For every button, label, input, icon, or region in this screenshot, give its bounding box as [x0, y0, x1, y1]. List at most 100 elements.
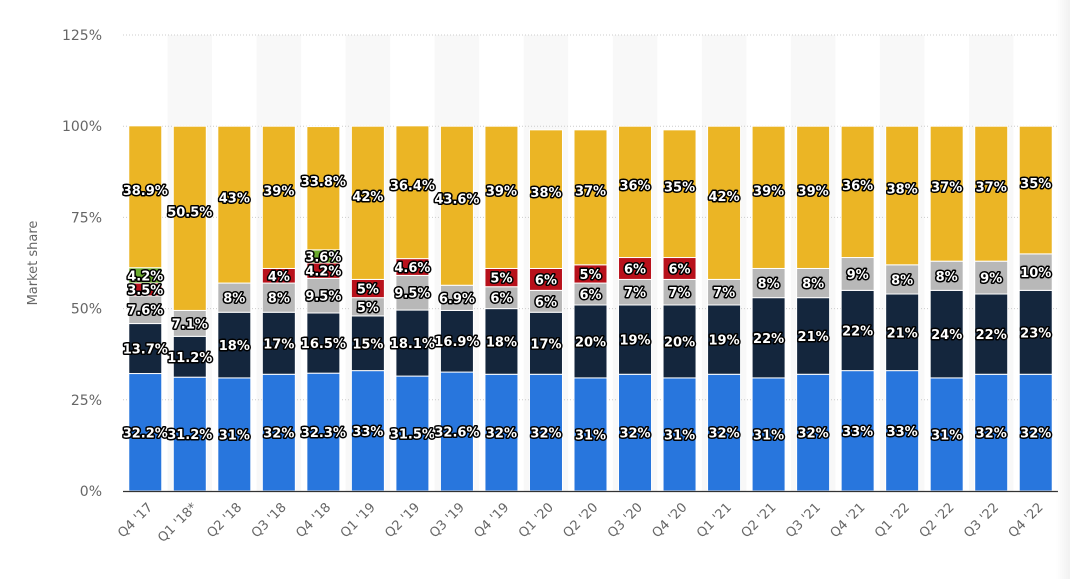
data-label: 43% — [219, 192, 250, 207]
x-tick-label: Q4 '22 — [1006, 500, 1047, 541]
data-label: 43.6% — [434, 193, 479, 208]
bar-segment — [1018, 289, 1053, 375]
data-labels: 32.2%13.7%7.6%3.5%4.2%38.9%31.2%11.2%7.1… — [121, 174, 1053, 445]
data-label: 17% — [263, 337, 294, 352]
bar-segment — [128, 295, 163, 325]
bar-segment — [217, 282, 252, 313]
bar-stack — [528, 129, 563, 492]
data-label: 11.2% — [167, 351, 212, 366]
x-tick-label: Q4 '17 — [115, 500, 156, 541]
data-label: 31% — [575, 428, 606, 443]
data-label: 7% — [669, 286, 691, 301]
data-label: 9.5% — [305, 290, 341, 305]
data-label: 4.6% — [394, 261, 430, 276]
data-label: 15% — [352, 337, 383, 352]
bar-stack — [751, 125, 786, 492]
data-label: 39% — [486, 184, 517, 199]
bar-stack — [484, 125, 519, 492]
data-label: 35% — [1020, 177, 1051, 192]
bar-segment — [840, 289, 875, 372]
data-label: 35% — [664, 181, 695, 196]
bar-segment — [618, 278, 653, 306]
bar-stack — [707, 125, 742, 492]
data-label: 37% — [575, 184, 606, 199]
bar-segment — [974, 125, 1009, 262]
x-tick-label: Q1 '19 — [338, 500, 379, 541]
y-tick-label: 25% — [71, 393, 102, 409]
data-label: 23% — [1020, 326, 1051, 341]
data-label: 6% — [579, 288, 601, 303]
bar-segment — [974, 260, 1009, 295]
data-label: 3.5% — [127, 283, 163, 298]
bar-segment — [751, 125, 786, 269]
bar-segment — [573, 304, 608, 379]
data-label: 7% — [624, 286, 646, 301]
bar-segment — [439, 284, 474, 311]
bar-segment — [929, 289, 964, 379]
data-label: 5% — [357, 283, 379, 298]
data-label: 13.7% — [123, 343, 168, 358]
bar-segment — [439, 309, 474, 373]
data-label: 31% — [931, 428, 962, 443]
bar-segment — [1018, 373, 1053, 492]
x-tick-label: Q1 '18* — [155, 500, 201, 546]
bar-segment — [350, 315, 385, 372]
data-label: 6% — [624, 262, 646, 277]
bar-segment — [662, 278, 697, 306]
data-label: 32% — [976, 427, 1007, 442]
bar-segment — [217, 125, 252, 284]
data-label: 18% — [486, 335, 517, 350]
data-label: 18.1% — [390, 337, 435, 352]
data-label: 33% — [352, 425, 383, 440]
data-label: 8% — [802, 277, 824, 292]
data-label: 17% — [530, 337, 561, 352]
data-label: 4.2% — [305, 265, 341, 280]
y-tick-label: 50% — [71, 302, 102, 318]
bar-segment — [350, 125, 385, 280]
x-tick-label: Q2 '18 — [204, 500, 245, 541]
bar-stack — [306, 126, 341, 492]
data-label: 3.6% — [305, 250, 341, 265]
data-label: 5% — [579, 268, 601, 283]
data-label: 36% — [619, 179, 650, 194]
bar-segment — [796, 297, 831, 375]
bar-segment — [350, 370, 385, 492]
data-label: 31% — [753, 428, 784, 443]
data-label: 32% — [1020, 427, 1051, 442]
data-label: 22% — [753, 332, 784, 347]
data-label: 8% — [891, 273, 913, 288]
bar-segment — [128, 373, 163, 492]
bar-segment — [974, 293, 1009, 375]
data-label: 42% — [709, 190, 740, 205]
bar-stack — [840, 125, 875, 492]
data-label: 6.9% — [439, 292, 475, 307]
data-label: 37% — [931, 181, 962, 196]
x-tick-label: Q2 '21 — [739, 500, 780, 541]
data-label: 22% — [842, 324, 873, 339]
data-label: 7.6% — [127, 304, 163, 319]
bar-stack — [885, 125, 920, 492]
bar-stack — [128, 125, 163, 492]
bar-segment — [395, 375, 430, 492]
x-tick-label: Q3 '22 — [961, 500, 1002, 541]
data-label: 32% — [263, 427, 294, 442]
data-label: 7.1% — [172, 317, 208, 332]
bar-segment — [840, 370, 875, 492]
data-label: 33.8% — [301, 175, 346, 190]
x-tick-label: Q3 '21 — [783, 500, 824, 541]
bar-segment — [172, 335, 207, 378]
data-label: 31% — [664, 428, 695, 443]
data-label: 36.4% — [390, 179, 435, 194]
data-label: 6% — [535, 295, 557, 310]
bar-segment — [306, 312, 341, 374]
data-label: 20% — [575, 335, 606, 350]
data-label: 8% — [936, 270, 958, 285]
bar-segment — [1018, 253, 1053, 291]
x-tick-label: Q2 '22 — [917, 500, 958, 541]
bar-segment — [439, 371, 474, 492]
bar-segment — [172, 309, 207, 337]
bar-segment — [618, 125, 653, 259]
bar-segment — [974, 373, 1009, 492]
